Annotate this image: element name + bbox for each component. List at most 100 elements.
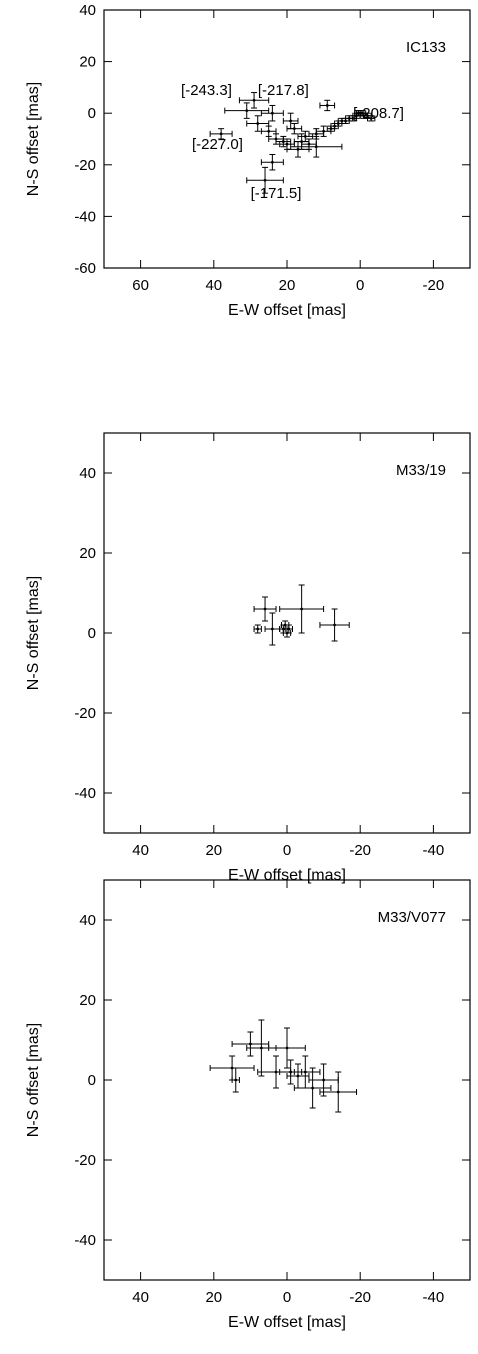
x-tick-label: -40 [423,1289,445,1306]
y-tick-label: -40 [74,208,96,225]
x-axis-title: E-W offset [mas] [228,1314,346,1331]
data-marker [322,1078,325,1082]
y-axis-title: N-S offset [mas] [25,576,42,690]
x-tick-label: 0 [283,1289,291,1306]
y-tick-label: -20 [74,1152,96,1169]
data-marker [234,1078,238,1082]
data-marker [259,1046,263,1050]
data-marker [267,129,271,133]
x-tick-label: -20 [349,1289,371,1306]
data-marker [219,132,223,136]
data-point [238,92,270,109]
y-tick-label: -20 [74,705,96,722]
y-tick-label: 0 [88,625,96,642]
data-marker [270,160,274,164]
data-point [290,1055,321,1089]
data-point [297,130,314,143]
y-tick-label: 0 [88,1072,96,1089]
velocity-annotation: [-243.3] [181,82,232,99]
y-tick-label: -40 [74,1232,96,1249]
chart-panel-3: 40 20 0 -20 -40 -40 -20 0 20 40 E-W offset [mas] N-… [25,879,471,1331]
data-marker [252,98,256,102]
y-axis-title: N-S offset [mas] [25,1023,42,1137]
data-marker [333,623,336,627]
data-point [281,620,290,630]
data-point [231,1067,240,1093]
data-marker [296,147,300,151]
data-point [319,608,350,642]
y-tick-label: -40 [74,785,96,802]
data-point [268,1027,306,1069]
data-marker [300,607,304,611]
velocity-annotation: [-171.5] [251,185,302,202]
data-marker [303,1070,307,1074]
data-marker [325,104,329,107]
data-marker [249,1042,252,1046]
data-marker [322,129,325,133]
x-tick-label: -20 [349,842,371,859]
x-tick-label: -40 [423,842,445,859]
data-marker [336,1090,340,1094]
data-point [253,596,277,622]
data-marker [289,119,293,123]
data-point [319,1071,358,1113]
data-marker [263,607,267,611]
data-point [286,1063,310,1089]
data-point [246,115,270,132]
x-axis-title: E-W offset [mas] [228,302,346,319]
y-tick-label: 40 [79,465,96,482]
data-marker [292,127,296,131]
plot-frame [103,879,471,1281]
chart-panel-1: 60 40 20 0 -20 -60 -40 -20 0 20 40 E-W offset [mas]… [25,2,471,319]
data-point [284,624,293,634]
data-point [279,584,325,634]
panel-label: M33/V077 [378,909,446,926]
y-tick-label: 40 [79,912,96,929]
x-tick-label: 0 [356,277,364,294]
data-marker [256,627,260,631]
data-point [282,112,299,130]
data-point [275,135,292,148]
data-point [260,104,284,122]
data-marker [263,178,267,182]
x-tick-label: 0 [283,842,291,859]
y-tick-label: 0 [88,105,96,122]
data-marker [303,135,307,138]
velocity-annotation: [-217.8] [258,82,309,99]
x-tick-label: -20 [423,277,445,294]
data-marker [274,1070,278,1074]
data-point [253,624,262,634]
velocity-annotation: [-208.7] [353,105,404,122]
data-point [319,99,336,112]
data-point [224,102,270,119]
data-marker [369,116,373,120]
data-point [301,138,317,150]
data-marker [296,1074,300,1078]
data-point [246,166,284,194]
y-axis-title: N-S offset [mas] [25,82,42,196]
data-point [293,1067,332,1109]
data-point [308,1063,339,1097]
data-marker [287,627,291,631]
data-point [286,123,303,135]
y-tick-label: -60 [74,260,96,277]
data-point [367,115,376,122]
data-point [264,612,281,646]
data-marker [311,1086,315,1090]
data-marker [230,1066,234,1070]
x-tick-label: 40 [132,842,149,859]
panel-label: IC133 [406,39,446,56]
data-marker [256,122,260,125]
data-marker [283,623,287,627]
y-tick-label: 20 [79,54,96,71]
data-point [246,1019,277,1077]
data-marker [285,142,289,146]
velocity-annotation: [-227.0] [192,136,243,153]
data-marker [270,627,274,631]
data-point [260,125,277,137]
data-marker [245,109,249,113]
data-point [209,128,233,140]
y-tick-label: -20 [74,157,96,174]
